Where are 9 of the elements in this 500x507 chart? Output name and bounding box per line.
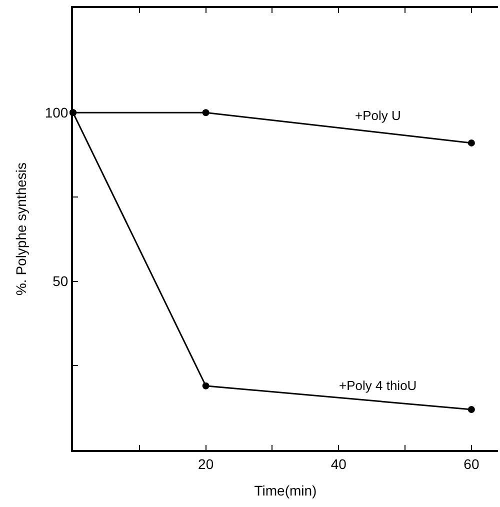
y-axis-title: %. Polyphe synthesis — [12, 162, 29, 296]
x-tick-label: 40 — [330, 456, 347, 472]
y-tick-label: 100 — [44, 104, 68, 120]
x-tick-label: 20 — [198, 456, 214, 472]
series-label: +Poly 4 thioU — [339, 378, 417, 393]
series-label: +Poly U — [355, 108, 401, 123]
y-tick-label: 50 — [52, 273, 68, 290]
x-tick-label: 60 — [464, 456, 480, 472]
x-axis-title: Time(min) — [254, 482, 317, 499]
